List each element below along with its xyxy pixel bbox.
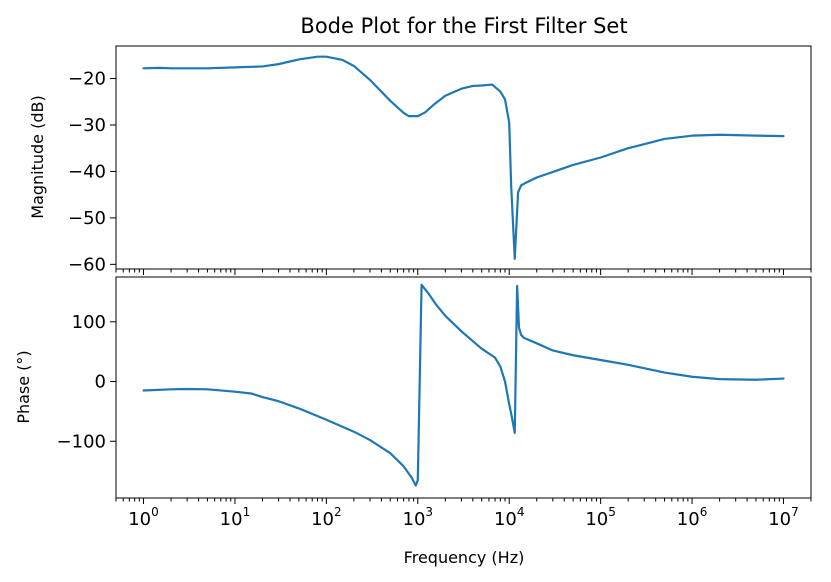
- x-tick-label: 102: [311, 505, 342, 530]
- x-tick-label: 106: [677, 505, 708, 530]
- y-tick-label: −40: [68, 161, 106, 182]
- phase-ticks: 100 101 102 103 104 105 106 107 100 0 −100: [57, 312, 812, 530]
- y-tick-label: 0: [95, 372, 106, 393]
- phase-y-axis-label: Phase (°): [14, 350, 33, 423]
- x-axis-label: Frequency (Hz): [404, 548, 525, 567]
- y-tick-label: −30: [68, 115, 106, 136]
- x-tick-label: 104: [494, 505, 525, 530]
- magnitude-y-axis-label: Magnitude (dB): [28, 95, 47, 218]
- y-tick-label: −100: [57, 431, 106, 452]
- x-tick-label: 107: [768, 505, 799, 530]
- y-tick-label: 100: [72, 312, 106, 333]
- x-tick-label: 101: [220, 505, 251, 530]
- phase-axes-frame: [115, 276, 812, 499]
- chart-title: Bode Plot for the First Filter Set: [300, 14, 627, 38]
- magnitude-ticks: −20 −30 −40 −50 −60: [68, 69, 812, 275]
- x-tick-label: 100: [128, 505, 159, 530]
- phase-plot: 100 101 102 103 104 105 106 107 100 0 −100 Phase (…: [14, 276, 812, 567]
- magnitude-series-line: [142, 55, 785, 260]
- x-tick-label: 103: [403, 505, 434, 530]
- y-tick-label: −20: [68, 69, 106, 90]
- magnitude-axes-frame: [115, 45, 812, 270]
- y-tick-label: −50: [68, 208, 106, 229]
- y-tick-label: −60: [68, 254, 106, 275]
- x-tick-label: 105: [585, 505, 616, 530]
- magnitude-plot: −20 −30 −40 −50 −60 Magnitude (dB): [28, 45, 812, 275]
- phase-series-line: [142, 283, 785, 487]
